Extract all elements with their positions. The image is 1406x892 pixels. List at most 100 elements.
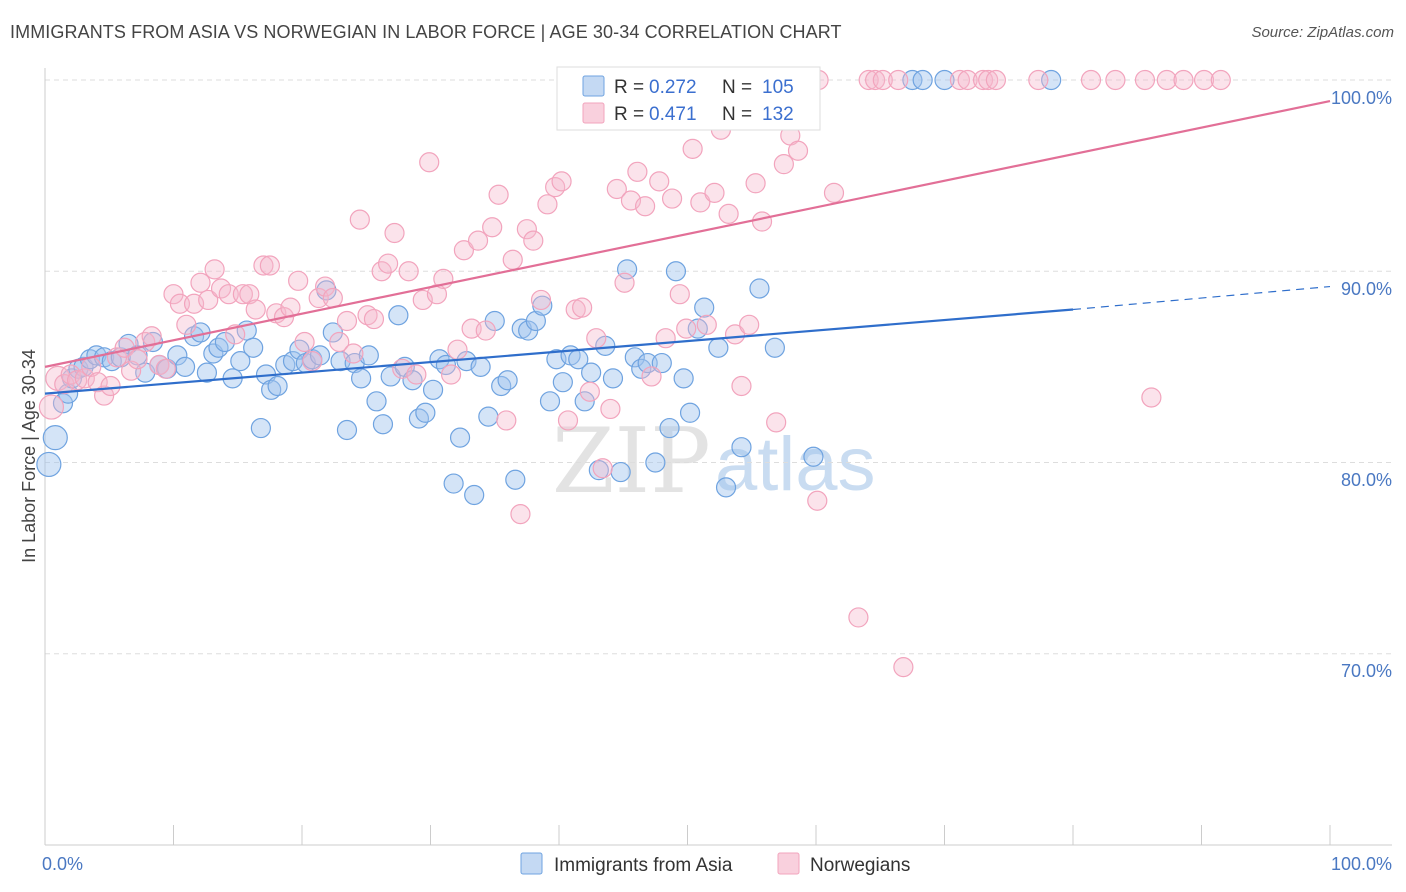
source-label: Source: ZipAtlas.com	[1251, 24, 1394, 41]
norwegians-point-91	[669, 284, 690, 305]
asia-point-70	[525, 310, 546, 332]
asia-point-99	[764, 337, 785, 358]
norwegians-point-130	[1193, 69, 1215, 91]
norwegians-point-108	[787, 140, 809, 161]
norwegians-point-95	[696, 314, 717, 335]
x-tick-label-100: 100.0%	[1331, 854, 1392, 874]
norwegians-point-118	[949, 69, 971, 91]
asia-point-97	[731, 437, 752, 458]
norwegians-point-9	[100, 375, 121, 397]
trend-line-norwegians	[44, 99, 1331, 368]
norwegians-point-78	[579, 381, 600, 402]
norwegians-point-17	[155, 358, 176, 379]
norwegians-point-36	[288, 270, 309, 291]
norwegians-point-99	[724, 324, 746, 345]
norwegians-point-55	[419, 152, 440, 173]
norwegians-point-68	[510, 504, 531, 525]
asia-point-85	[631, 358, 652, 379]
asia-point-81	[602, 368, 624, 389]
asia-point-88	[651, 352, 672, 374]
norwegians-point-23	[198, 289, 219, 311]
norwegians-point-80	[592, 458, 613, 479]
asia-point-67	[505, 469, 526, 490]
legend-n-value-pink: 132	[762, 104, 794, 125]
norwegians-point-4	[67, 370, 88, 391]
bottom-legend-swatch-asia	[520, 852, 543, 875]
norwegians-point-131	[1210, 69, 1231, 91]
norwegians-point-125	[1105, 69, 1126, 91]
legend-r-value-blue: 0.272	[649, 77, 697, 98]
asia-point-90	[665, 261, 687, 282]
asia-point-91	[673, 368, 694, 389]
legend-r-label-blue: R =	[614, 77, 644, 98]
norwegians-point-30	[245, 299, 266, 320]
asia-point-48	[372, 414, 394, 435]
norwegians-point-13	[127, 349, 148, 370]
asia-point-61	[464, 484, 485, 506]
norwegians-point-127	[1141, 387, 1162, 408]
asia-point-65	[491, 375, 512, 397]
norwegians-point-102	[745, 173, 766, 194]
asia-point-66	[497, 370, 518, 391]
norwegians-point-116	[893, 657, 914, 678]
norwegians-point-50	[384, 222, 405, 244]
norwegians-point-110	[807, 490, 828, 511]
norwegians-point-40	[315, 276, 336, 297]
watermark-zip: ZIP	[552, 409, 711, 514]
asia-point-50	[388, 305, 409, 326]
norwegians-point-60	[453, 240, 475, 261]
chart-title: IMMIGRANTS FROM ASIA VS NORWEGIAN IN LAB…	[10, 22, 842, 42]
series-norwegians	[38, 69, 1231, 678]
norwegians-point-93	[682, 138, 703, 159]
asia-point-1	[42, 425, 68, 451]
asia-point-83	[617, 259, 638, 280]
norwegians-point-29	[239, 284, 260, 305]
norwegians-point-64	[482, 217, 503, 238]
asia-point-78	[581, 362, 602, 383]
x-tick-label-0: 0.0%	[42, 854, 83, 874]
asia-point-96	[715, 477, 737, 498]
asia-point-84	[624, 347, 645, 368]
legend-n-label-blue: N =	[722, 77, 752, 98]
norwegians-point-124	[1080, 69, 1102, 91]
norwegians-point-83	[614, 272, 635, 293]
bottom-legend-label-norwegians: Norwegians	[810, 855, 910, 876]
norwegians-point-63	[475, 320, 496, 341]
axes	[44, 68, 1392, 846]
norwegians-point-105	[766, 412, 787, 433]
norwegians-point-65	[488, 184, 509, 205]
norwegians-point-73	[545, 177, 566, 198]
norwegians-point-94	[690, 192, 711, 213]
trend-line-asia-extension	[1072, 285, 1331, 311]
norwegians-point-126	[1134, 69, 1156, 91]
norwegians-point-101	[739, 314, 760, 335]
norwegians-point-96	[704, 182, 725, 203]
norwegians-point-112	[848, 607, 869, 628]
norwegians-point-115	[872, 69, 893, 91]
norwegians-point-59	[447, 339, 468, 360]
norwegians-point-85	[627, 161, 648, 182]
watermark-atlas: atlas	[715, 422, 876, 507]
norwegians-point-90	[661, 188, 683, 209]
stats-legend: R = 0.272 N = 105 R = 0.471 N = 132	[556, 66, 821, 131]
asia-point-92	[679, 402, 701, 423]
asia-point-95	[708, 337, 729, 358]
norwegians-point-70	[523, 230, 544, 251]
norwegians-point-122	[985, 69, 1007, 91]
norwegians-point-86	[634, 196, 656, 217]
norwegians-point-67	[502, 249, 523, 270]
asia-point-77	[574, 391, 595, 412]
norwegians-point-87	[641, 366, 662, 387]
asia-point-100	[803, 446, 824, 467]
asia-point-45	[351, 368, 372, 389]
norwegians-point-128	[1156, 69, 1177, 91]
bottom-legend-label-asia: Immigrants from Asia	[554, 855, 733, 876]
legend-n-value-blue: 105	[762, 77, 794, 98]
asia-point-102	[912, 69, 933, 91]
asia-point-0	[36, 451, 62, 478]
asia-point-27	[230, 351, 251, 372]
trend-lines	[44, 99, 1331, 395]
norwegians-point-20	[176, 314, 197, 335]
norwegians-point-45	[349, 209, 370, 230]
